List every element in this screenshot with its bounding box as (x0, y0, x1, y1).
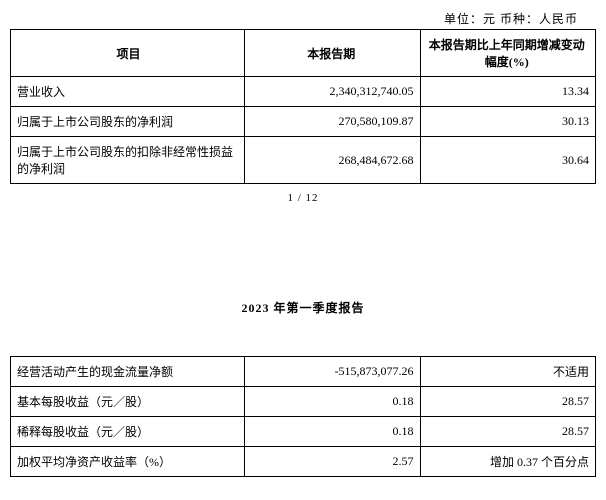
cell-value: 0.18 (245, 417, 421, 447)
cell-item: 归属于上市公司股东的净利润 (11, 107, 245, 137)
cell-change: 不适用 (420, 357, 596, 387)
header-item: 项目 (11, 30, 245, 77)
cell-change: 28.57 (420, 387, 596, 417)
cell-value: 2.57 (245, 447, 421, 477)
financial-table-2: 经营活动产生的现金流量净额 -515,873,077.26 不适用 基本每股收益… (10, 356, 596, 477)
cell-change: 13.34 (420, 77, 596, 107)
cell-item: 基本每股收益（元／股） (11, 387, 245, 417)
cell-item: 稀释每股收益（元／股） (11, 417, 245, 447)
header-change: 本报告期比上年同期增减变动幅度(%) (420, 30, 596, 77)
page-indicator: 1 / 12 (10, 192, 596, 204)
cell-value: -515,873,077.26 (245, 357, 421, 387)
cell-value: 268,484,672.68 (245, 137, 421, 184)
unit-currency-line: 单位：元 币种：人民币 (10, 10, 596, 27)
table-row: 基本每股收益（元／股） 0.18 28.57 (11, 387, 596, 417)
cell-change: 30.13 (420, 107, 596, 137)
cell-change: 28.57 (420, 417, 596, 447)
cell-change: 增加 0.37 个百分点 (420, 447, 596, 477)
header-period: 本报告期 (245, 30, 421, 77)
table-row: 归属于上市公司股东的扣除非经常性损益的净利润 268,484,672.68 30… (11, 137, 596, 184)
financial-table-1: 项目 本报告期 本报告期比上年同期增减变动幅度(%) 营业收入 2,340,31… (10, 29, 596, 184)
cell-item: 经营活动产生的现金流量净额 (11, 357, 245, 387)
cell-change: 30.64 (420, 137, 596, 184)
table-row: 营业收入 2,340,312,740.05 13.34 (11, 77, 596, 107)
table-row: 归属于上市公司股东的净利润 270,580,109.87 30.13 (11, 107, 596, 137)
table-row: 经营活动产生的现金流量净额 -515,873,077.26 不适用 (11, 357, 596, 387)
table-header-row: 项目 本报告期 本报告期比上年同期增减变动幅度(%) (11, 30, 596, 77)
report-title: 2023 年第一季度报告 (10, 299, 596, 316)
cell-value: 2,340,312,740.05 (245, 77, 421, 107)
cell-value: 0.18 (245, 387, 421, 417)
cell-item: 营业收入 (11, 77, 245, 107)
cell-item: 加权平均净资产收益率（%） (11, 447, 245, 477)
table-row: 稀释每股收益（元／股） 0.18 28.57 (11, 417, 596, 447)
cell-value: 270,580,109.87 (245, 107, 421, 137)
table-row: 加权平均净资产收益率（%） 2.57 增加 0.37 个百分点 (11, 447, 596, 477)
cell-item: 归属于上市公司股东的扣除非经常性损益的净利润 (11, 137, 245, 184)
